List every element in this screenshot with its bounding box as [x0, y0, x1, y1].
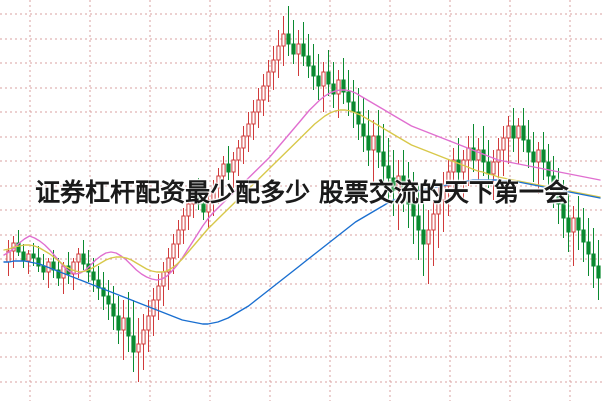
ma-line: [3, 89, 601, 281]
overlay-title: 证券杠杆配资最少配多少 股票交流的天下第一会: [35, 178, 569, 207]
ma-line: [3, 179, 601, 325]
candle-series: [6, 6, 601, 382]
ma-line: [3, 109, 601, 273]
